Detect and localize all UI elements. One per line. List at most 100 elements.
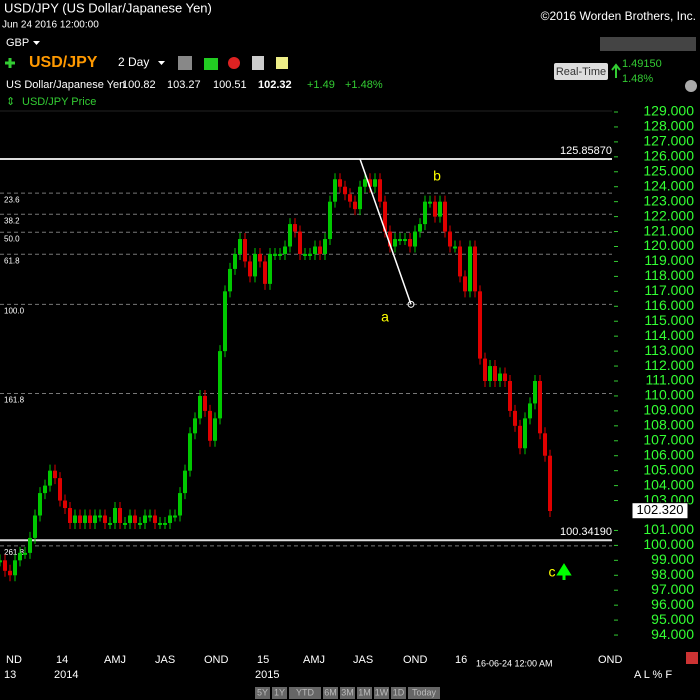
range-buttons: 5Y 1Y YTD 6M 3M 1M 1W 1D Today [255,687,440,699]
note-icon[interactable] [276,57,288,69]
range-button-label[interactable]: 1D [393,687,405,697]
range-button-label[interactable]: 6M [324,687,337,697]
range-button[interactable] [289,687,321,699]
range-button-label[interactable]: Today [412,687,437,697]
realtime-label[interactable]: Real-Time [556,66,606,78]
add-icon[interactable] [5,58,15,68]
up-arrow [611,63,621,78]
candle [328,201,332,240]
toolbar-icons[interactable] [600,37,696,51]
range-button[interactable] [408,687,440,699]
candle [23,552,27,555]
x-tick-label: OND [598,654,623,666]
candle [373,179,377,187]
candle [408,239,412,247]
candle [463,276,467,292]
candle [78,515,82,523]
range-button[interactable] [272,687,287,699]
candle [33,515,37,538]
plot: 23.6 38.2 50.0 61.8 100.0 161.8 261.8 125.85870… [0,145,612,582]
symbol[interactable]: USD/JPY [29,54,98,71]
range-button[interactable] [340,687,355,699]
candle [283,246,287,254]
candle [28,537,32,553]
candle [168,515,172,523]
range-button-label[interactable]: 3M [341,687,354,697]
range-button[interactable] [255,687,270,699]
candle [418,224,422,232]
fib-label: 100.0 [4,306,25,315]
y-tick-label: 106.000 [643,446,694,462]
candle [548,455,552,512]
y-tick-label: 129.000 [643,103,694,119]
candle [323,239,327,254]
y-tick-label: 117.000 [644,282,694,298]
year-label: 2014 [54,669,78,681]
candle [83,515,87,523]
candle [0,560,2,563]
quote-high: 103.27 [167,79,201,91]
candle [273,253,277,256]
candle [8,570,12,576]
y-tick-label: 109.000 [643,402,694,418]
alarm-icon[interactable] [228,57,240,69]
y-tick-label: 112.000 [644,357,694,373]
candle [458,246,462,277]
calc-icon[interactable] [252,56,264,70]
x-tick-label: JAS [155,654,175,666]
candle [518,425,522,449]
candle [303,253,307,256]
period[interactable]: 2 Day [118,55,149,69]
level-label: 125.85870 [560,145,612,157]
candle [53,470,57,479]
tools-icon[interactable] [178,56,192,70]
quote-change-pct: +1.48% [345,79,383,91]
candle [203,395,207,411]
candle [428,201,432,204]
y-tick-label: 108.000 [643,417,694,433]
level-label: 100.34190 [560,526,612,538]
range-button[interactable] [391,687,406,699]
wave-label: b [433,168,441,184]
candle [63,500,67,509]
realtime-button[interactable] [554,63,608,80]
edit-icon[interactable] [686,652,698,664]
x-tick-label: 15 [257,654,269,666]
year-label: 2015 [255,669,279,681]
candle [308,253,312,256]
range-button-label[interactable]: 1Y [274,687,285,697]
range-button-label[interactable]: 5Y [257,687,268,697]
candle [293,224,297,232]
axis-options[interactable]: A L % F [634,669,672,681]
trend-point [407,300,415,308]
candle [488,366,492,382]
price-label: 102.320 [637,502,684,517]
candle [253,253,257,277]
indicator-icon[interactable] [204,58,218,70]
range-button-label[interactable]: 1W [375,687,389,697]
currency[interactable]: GBP [6,37,29,49]
green-arrow [556,563,572,580]
dropdown-icon [158,61,165,65]
y-tick-label: 128.000 [643,118,694,134]
candle [528,403,532,419]
candle [173,515,177,518]
y-tick-label: 126.000 [643,148,694,164]
range-button-label[interactable]: YTD [296,687,315,697]
candle [478,291,482,359]
x-tick-label: AMJ [303,654,325,666]
candle [123,522,127,525]
candle [223,291,227,352]
y-tick-label: 96.000 [651,596,694,612]
candle [513,410,517,426]
range-button[interactable] [374,687,389,699]
candle [128,515,132,523]
range-button[interactable] [357,687,372,699]
color-wheel[interactable] [685,80,697,92]
candle [153,515,157,523]
range-button-label[interactable]: 1M [358,687,371,697]
candle [368,179,372,187]
range-button[interactable] [323,687,338,699]
